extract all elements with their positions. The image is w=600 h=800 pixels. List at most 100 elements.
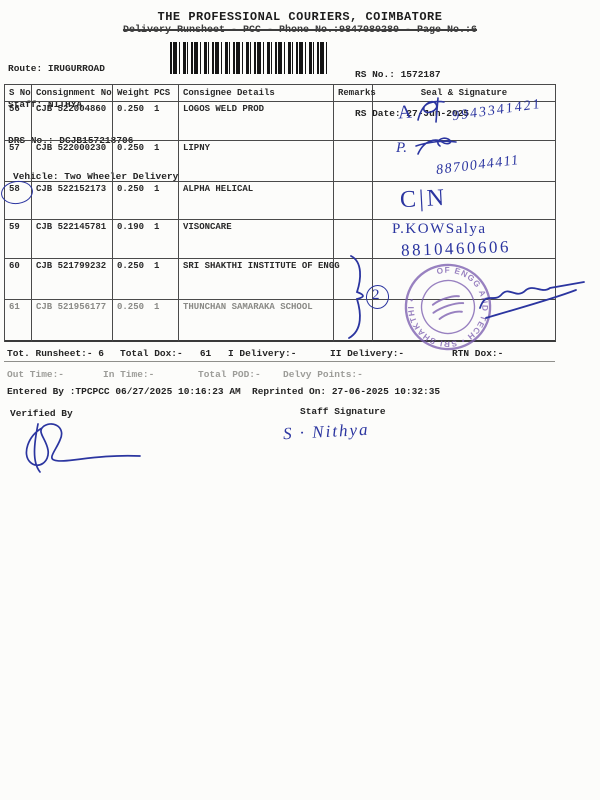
out-time: Out Time:- (7, 369, 65, 380)
cell-remarks (334, 102, 373, 141)
vehicle-label: Vehicle: Two Wheeler Delivery (13, 171, 179, 182)
institute-stamp: OF ENGG AND TECH • SRI SHAKTHI • (395, 254, 502, 361)
cell-weight-pcs: 0.250 1 (113, 102, 179, 141)
cell-seal-signature (373, 182, 556, 220)
cell-consignment-no: CJB 521799232 (32, 259, 113, 300)
in-time: In Time:- (103, 369, 155, 380)
rows60-61-brace (348, 255, 364, 339)
total-runsheet: Tot. Runsheet:- 6 (7, 348, 104, 359)
cell-consignment-no: CJB 522000230 (32, 141, 113, 182)
ii-delivery: II Delivery:- (330, 348, 405, 359)
staff-label: Staff: NITHYA (8, 99, 83, 110)
table-row: 58 CJB 522152173 0.250 1 ALPHA HELICAL (5, 182, 556, 220)
cell-weight-pcs: 0.250 1 (113, 259, 179, 300)
rs-no-label: RS No.: 1572187 (355, 69, 441, 80)
col-weight: Weight (117, 88, 150, 98)
row57-signature-initial: P. (396, 140, 407, 156)
row58-status-note: C|N (399, 184, 448, 214)
cell-s-no: 59 (5, 220, 32, 259)
cell-pcs: 1 (154, 184, 160, 194)
rows60-61-signature (479, 281, 585, 319)
row56-signature-initial: A (397, 101, 413, 124)
total-pod: Total POD:- (198, 369, 261, 380)
cell-s-no: 58 (5, 182, 32, 220)
cell-remarks (334, 300, 373, 342)
page-title: THE PROFESSIONAL COURIERS, COIMBATORE (157, 10, 443, 24)
col-consignee-details: Consignee Details (179, 85, 334, 102)
i-delivery: I Delivery:- (228, 348, 297, 359)
cell-consignee: LOGOS WELD PROD (179, 102, 334, 141)
cell-s-no: 57 (5, 141, 32, 182)
rows60-61-count: 2 (372, 287, 380, 303)
cell-weight-pcs: 0.250 1 (113, 300, 179, 342)
cell-s-no: 60 (5, 259, 32, 300)
cell-consignee: THUNCHAN SAMARAKA SCHOOL (179, 300, 334, 342)
col-pcs: PCS (154, 88, 171, 98)
runsheet-table: S No Consignment No Weight PCS Consignee … (4, 84, 556, 342)
row57-signature-scribble (415, 137, 457, 155)
cell-consignee: SRI SHAKTHI INSTITUTE OF ENGG (179, 259, 340, 300)
staff-signature-label: Staff Signature (300, 406, 386, 417)
cell-pcs: 1 (154, 222, 160, 232)
cell-weight-pcs: 0.250 1 (113, 141, 179, 182)
cell-pcs: 1 (154, 104, 160, 114)
cell-consignee: ALPHA HELICAL (179, 182, 334, 220)
cell-pcs: 1 (154, 302, 160, 312)
cell-weight: 0.250 (117, 143, 145, 153)
barcode-icon (170, 42, 330, 74)
cell-weight: 0.250 (117, 184, 145, 194)
col-remarks: Remarks (334, 85, 376, 102)
staff-signature-name: S · Nithya (282, 419, 371, 444)
cell-seal-signature (373, 141, 556, 182)
cell-remarks (334, 141, 373, 182)
table-row: 60 CJB 521799232 0.250 1 SRI SHAKTHI INSTITU… (5, 259, 556, 300)
cell-remarks (334, 259, 373, 300)
verified-by-signature (25, 423, 141, 473)
table-header-row: S No Consignment No Weight PCS Consignee … (5, 85, 556, 102)
cell-consignee: VISONCARE (179, 220, 334, 259)
cell-consignment-no: CJB 521956177 (32, 300, 113, 342)
cell-s-no: 61 (5, 300, 32, 342)
rtn-dox: RTN Dox:- (452, 348, 504, 359)
cell-weight: 0.250 (117, 302, 145, 312)
col-seal-signature: Seal & Signature (373, 85, 556, 102)
cell-consignment-no: CJB 522145781 (32, 220, 113, 259)
col-weight-pcs: Weight PCS (113, 85, 179, 102)
cell-consignment-no: CJB 522152173 (32, 182, 113, 220)
runsheet-subtitle: Delivery Runsheet - PCC - Phone No.:9847… (122, 25, 478, 36)
cell-consignment-no: CJB 522004860 (32, 102, 113, 141)
cell-weight: 0.190 (117, 222, 145, 232)
cell-seal-signature (373, 102, 556, 141)
cell-seal-signature (373, 220, 556, 259)
cell-weight: 0.250 (117, 104, 145, 114)
cell-seal-signature (373, 259, 556, 300)
rs-block: RS No.: 1572187 RS Date: 27-Jun-2025 (355, 42, 469, 146)
row59-receiver-name: P.KOWSalya (392, 221, 487, 237)
entered-by: Entered By :TPCPCC 06/27/2025 10:16:23 A… (7, 386, 241, 397)
verified-by-label: Verified By (10, 408, 73, 419)
table-row: 61 CJB 521956177 0.250 1 THUNCHAN SAMARAKA S… (5, 300, 556, 342)
rs-date-label: RS Date: 27-Jun-2025 (355, 108, 470, 119)
cell-weight: 0.250 (117, 261, 145, 271)
col-consignment-no: Consignment No (32, 85, 113, 102)
table-row: 57 CJB 522000230 0.250 1 LIPNY (5, 141, 556, 182)
cell-consignee: LIPNY (179, 141, 334, 182)
cell-pcs: 1 (154, 261, 160, 271)
route-label: Route: IRUGURROAD (8, 63, 105, 74)
totals-divider (4, 361, 555, 362)
total-dox: Total Dox:- 61 (120, 348, 212, 359)
runsheet-table-body: 56 CJB 522004860 0.250 1 LOGOS WELD PROD 57 CJ… (5, 102, 556, 342)
delvy-points: Delvy Points:- (283, 369, 363, 380)
row56-signature-scribble (417, 97, 445, 123)
col-s-no: S No (5, 85, 32, 102)
reprinted-on: Reprinted On: 27-06-2025 10:32:35 (252, 386, 441, 397)
cell-seal-signature (373, 300, 556, 342)
cell-remarks (334, 182, 373, 220)
cell-weight-pcs: 0.250 1 (113, 182, 179, 220)
table-row: 59 CJB 522145781 0.190 1 VISONCARE (5, 220, 556, 259)
cell-s-no: 56 (5, 102, 32, 141)
cell-pcs: 1 (154, 143, 160, 153)
cell-weight-pcs: 0.190 1 (113, 220, 179, 259)
table-row: 56 CJB 522004860 0.250 1 LOGOS WELD PROD (5, 102, 556, 141)
